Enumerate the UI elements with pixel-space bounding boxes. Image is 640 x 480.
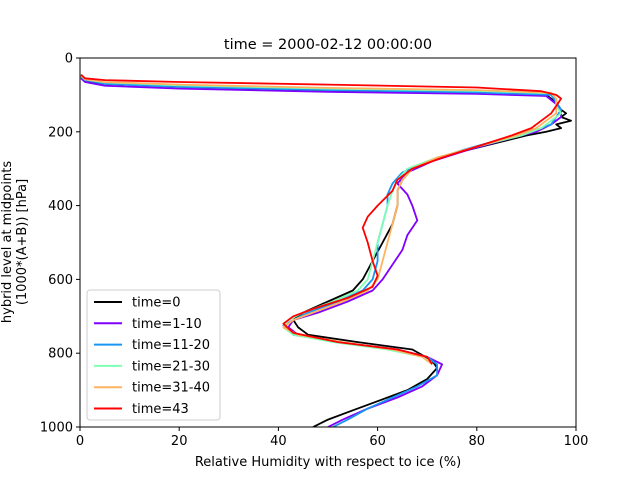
y-tick-label: 600: [48, 273, 73, 288]
x-tick-label: 100: [564, 434, 589, 449]
y-tick-label: 1000: [40, 421, 73, 436]
x-axis-label: Relative Humidity with respect to ice (%…: [195, 455, 461, 470]
legend-label-4: time=21-30: [132, 359, 210, 374]
series-line-5: [80, 75, 558, 366]
series-line-6: [80, 73, 562, 365]
y-tick-label: 200: [48, 125, 73, 140]
legend-label-3: time=11-20: [132, 338, 210, 353]
series-line-2: [80, 77, 562, 427]
legend-label-1: time=0: [132, 296, 181, 311]
x-tick-label: 80: [469, 434, 486, 449]
y-tick-label: 400: [48, 199, 73, 214]
y-tick-label: 0: [65, 52, 73, 67]
legend-label-6: time=43: [132, 402, 189, 417]
legend-label-2: time=1-10: [132, 317, 202, 332]
x-axis-ticks: 0 20 40 60 80 100: [76, 427, 589, 449]
y-axis-ticks: 0 200 400 600 800 1000: [40, 52, 80, 436]
y-axis-label-line-2: (1000*(A+B)) [hPa]: [15, 179, 30, 305]
legend: time=0 time=1-10 time=11-20 time=21-30 time=…: [86, 289, 221, 421]
y-tick-label: 800: [48, 347, 73, 362]
chart-title: time = 2000-02-12 00:00:00: [224, 37, 432, 53]
plot-frame: [79, 57, 577, 428]
x-tick-label: 0: [76, 434, 84, 449]
y-axis-label-line-1: hybrid level at midpoints: [0, 161, 15, 323]
series-layer: [80, 73, 572, 427]
x-tick-label: 20: [171, 434, 188, 449]
legend-label-5: time=31-40: [132, 381, 210, 396]
x-tick-label: 60: [369, 434, 386, 449]
x-tick-label: 40: [270, 434, 287, 449]
